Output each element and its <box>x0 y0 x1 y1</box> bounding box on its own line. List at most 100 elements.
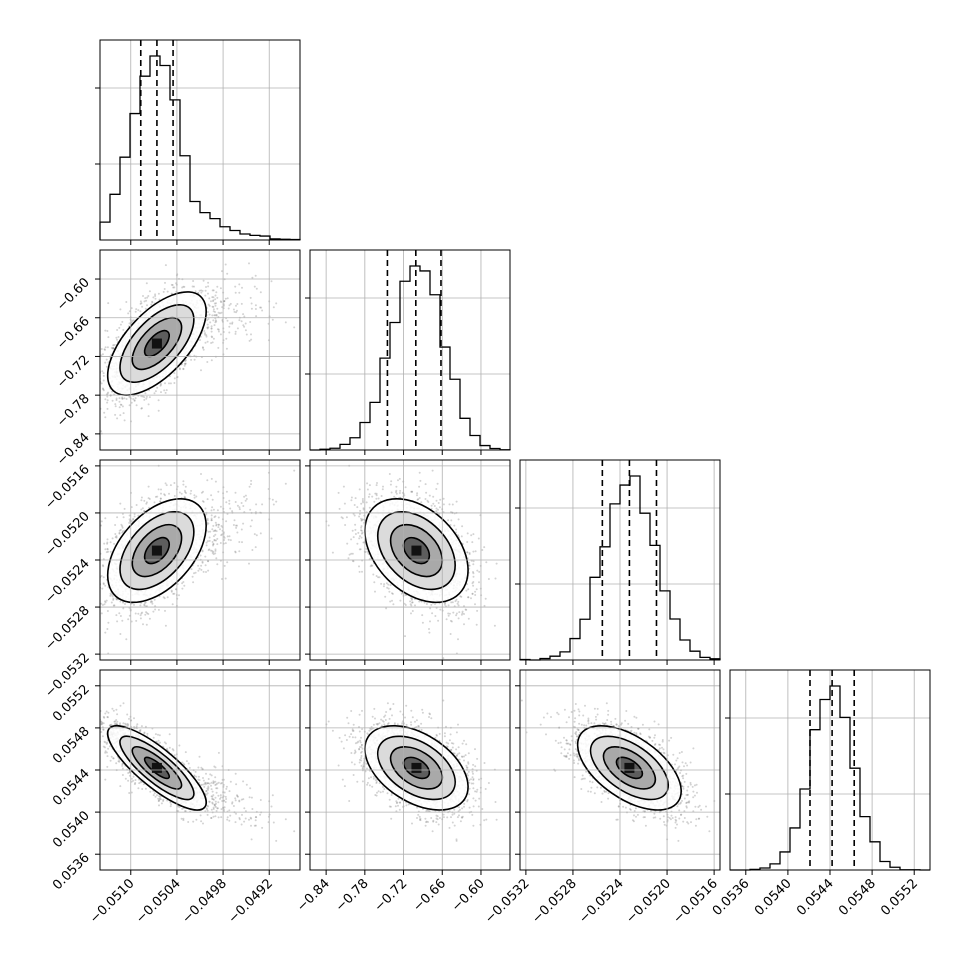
scatter-point <box>104 548 107 551</box>
scatter-point <box>145 282 148 285</box>
scatter-point <box>123 419 126 422</box>
scatter-point <box>119 600 122 603</box>
scatter-point <box>109 592 112 595</box>
scatter-point <box>181 587 184 590</box>
scatter-point <box>115 536 118 539</box>
scatter-point <box>123 507 126 510</box>
scatter-point <box>236 303 239 305</box>
scatter-point <box>226 319 229 322</box>
scatter-point <box>219 505 222 508</box>
scatter-point <box>225 520 228 523</box>
scatter-point <box>227 538 230 541</box>
scatter-point <box>143 604 146 607</box>
scatter-point <box>96 581 98 583</box>
scatter-point <box>183 495 186 498</box>
scatter-point <box>157 399 160 402</box>
scatter-point <box>241 286 243 289</box>
scatter-point <box>272 503 275 506</box>
scatter-point <box>133 515 136 518</box>
scatter-point <box>314 514 316 516</box>
scatter-point <box>200 568 203 571</box>
scatter-point <box>207 560 209 562</box>
scatter-point <box>154 608 157 611</box>
scatter-point <box>205 513 208 516</box>
scatter-point <box>211 314 214 317</box>
scatter-point <box>228 502 231 505</box>
scatter-point <box>193 494 196 497</box>
scatter-point <box>114 403 117 406</box>
scatter-point <box>89 554 91 556</box>
scatter-point <box>226 297 229 300</box>
scatter-point <box>211 498 214 501</box>
scatter-point <box>119 528 122 531</box>
scatter-point <box>95 553 97 555</box>
scatter-point <box>250 519 253 522</box>
scatter-point <box>106 541 109 544</box>
scatter-point <box>141 305 144 308</box>
scatter-point <box>217 523 220 526</box>
scatter-point <box>124 603 126 605</box>
scatter-point <box>212 299 215 302</box>
scatter-point <box>210 335 213 338</box>
scatter-point <box>201 550 204 553</box>
scatter-point <box>74 552 76 554</box>
scatter-point <box>198 289 201 292</box>
panel-frame <box>99 249 301 451</box>
scatter-point <box>151 300 154 303</box>
scatter-point <box>115 614 118 617</box>
scatter-point <box>130 307 133 310</box>
scatter-point <box>200 289 203 292</box>
scatter-point <box>201 289 204 292</box>
scatter-point <box>145 623 148 626</box>
scatter-point <box>107 336 110 339</box>
scatter-point <box>153 392 156 395</box>
scatter-point <box>184 360 187 363</box>
scatter-point <box>140 612 143 615</box>
scatter-point <box>154 293 157 296</box>
scatter-point <box>103 603 106 606</box>
scatter-point <box>150 303 153 306</box>
scatter-point <box>210 330 213 333</box>
scatter-point <box>160 391 162 394</box>
scatter-point <box>114 405 117 408</box>
scatter-point <box>203 330 206 332</box>
scatter-point <box>197 564 200 567</box>
scatter-point <box>102 388 105 391</box>
scatter-point <box>208 539 211 542</box>
scatter-point <box>223 539 226 541</box>
scatter-point <box>164 382 166 385</box>
scatter-point <box>254 304 257 307</box>
scatter-point <box>206 327 209 330</box>
scatter-point <box>158 298 161 301</box>
scatter-point <box>212 535 215 538</box>
scatter-point <box>184 363 187 365</box>
scatter-point <box>105 365 108 368</box>
scatter-panel-3-1 <box>74 464 316 655</box>
scatter-point <box>122 412 125 415</box>
scatter-point <box>128 614 131 617</box>
scatter-point <box>223 564 226 567</box>
scatter-point <box>215 530 218 533</box>
scatter-point <box>100 382 103 385</box>
scatter-point <box>184 491 187 494</box>
scatter-point <box>205 335 208 338</box>
scatter-point <box>293 326 296 329</box>
scatter-point <box>152 296 155 299</box>
scatter-point <box>93 397 95 399</box>
scatter-point <box>159 497 162 500</box>
scatter-point <box>206 540 209 543</box>
scatter-point <box>173 482 176 484</box>
scatter-point <box>242 324 245 327</box>
scatter-point <box>202 279 205 282</box>
scatter-point <box>217 523 220 526</box>
scatter-point <box>106 547 109 550</box>
scatter-point <box>191 575 194 578</box>
scatter-point <box>146 304 148 307</box>
scatter-point <box>250 483 252 486</box>
scatter-point <box>173 372 176 375</box>
scatter-point <box>271 498 274 501</box>
scatter-point <box>112 344 115 347</box>
scatter-point <box>214 515 217 518</box>
scatter-point <box>200 369 202 372</box>
scatter-point <box>149 601 152 604</box>
